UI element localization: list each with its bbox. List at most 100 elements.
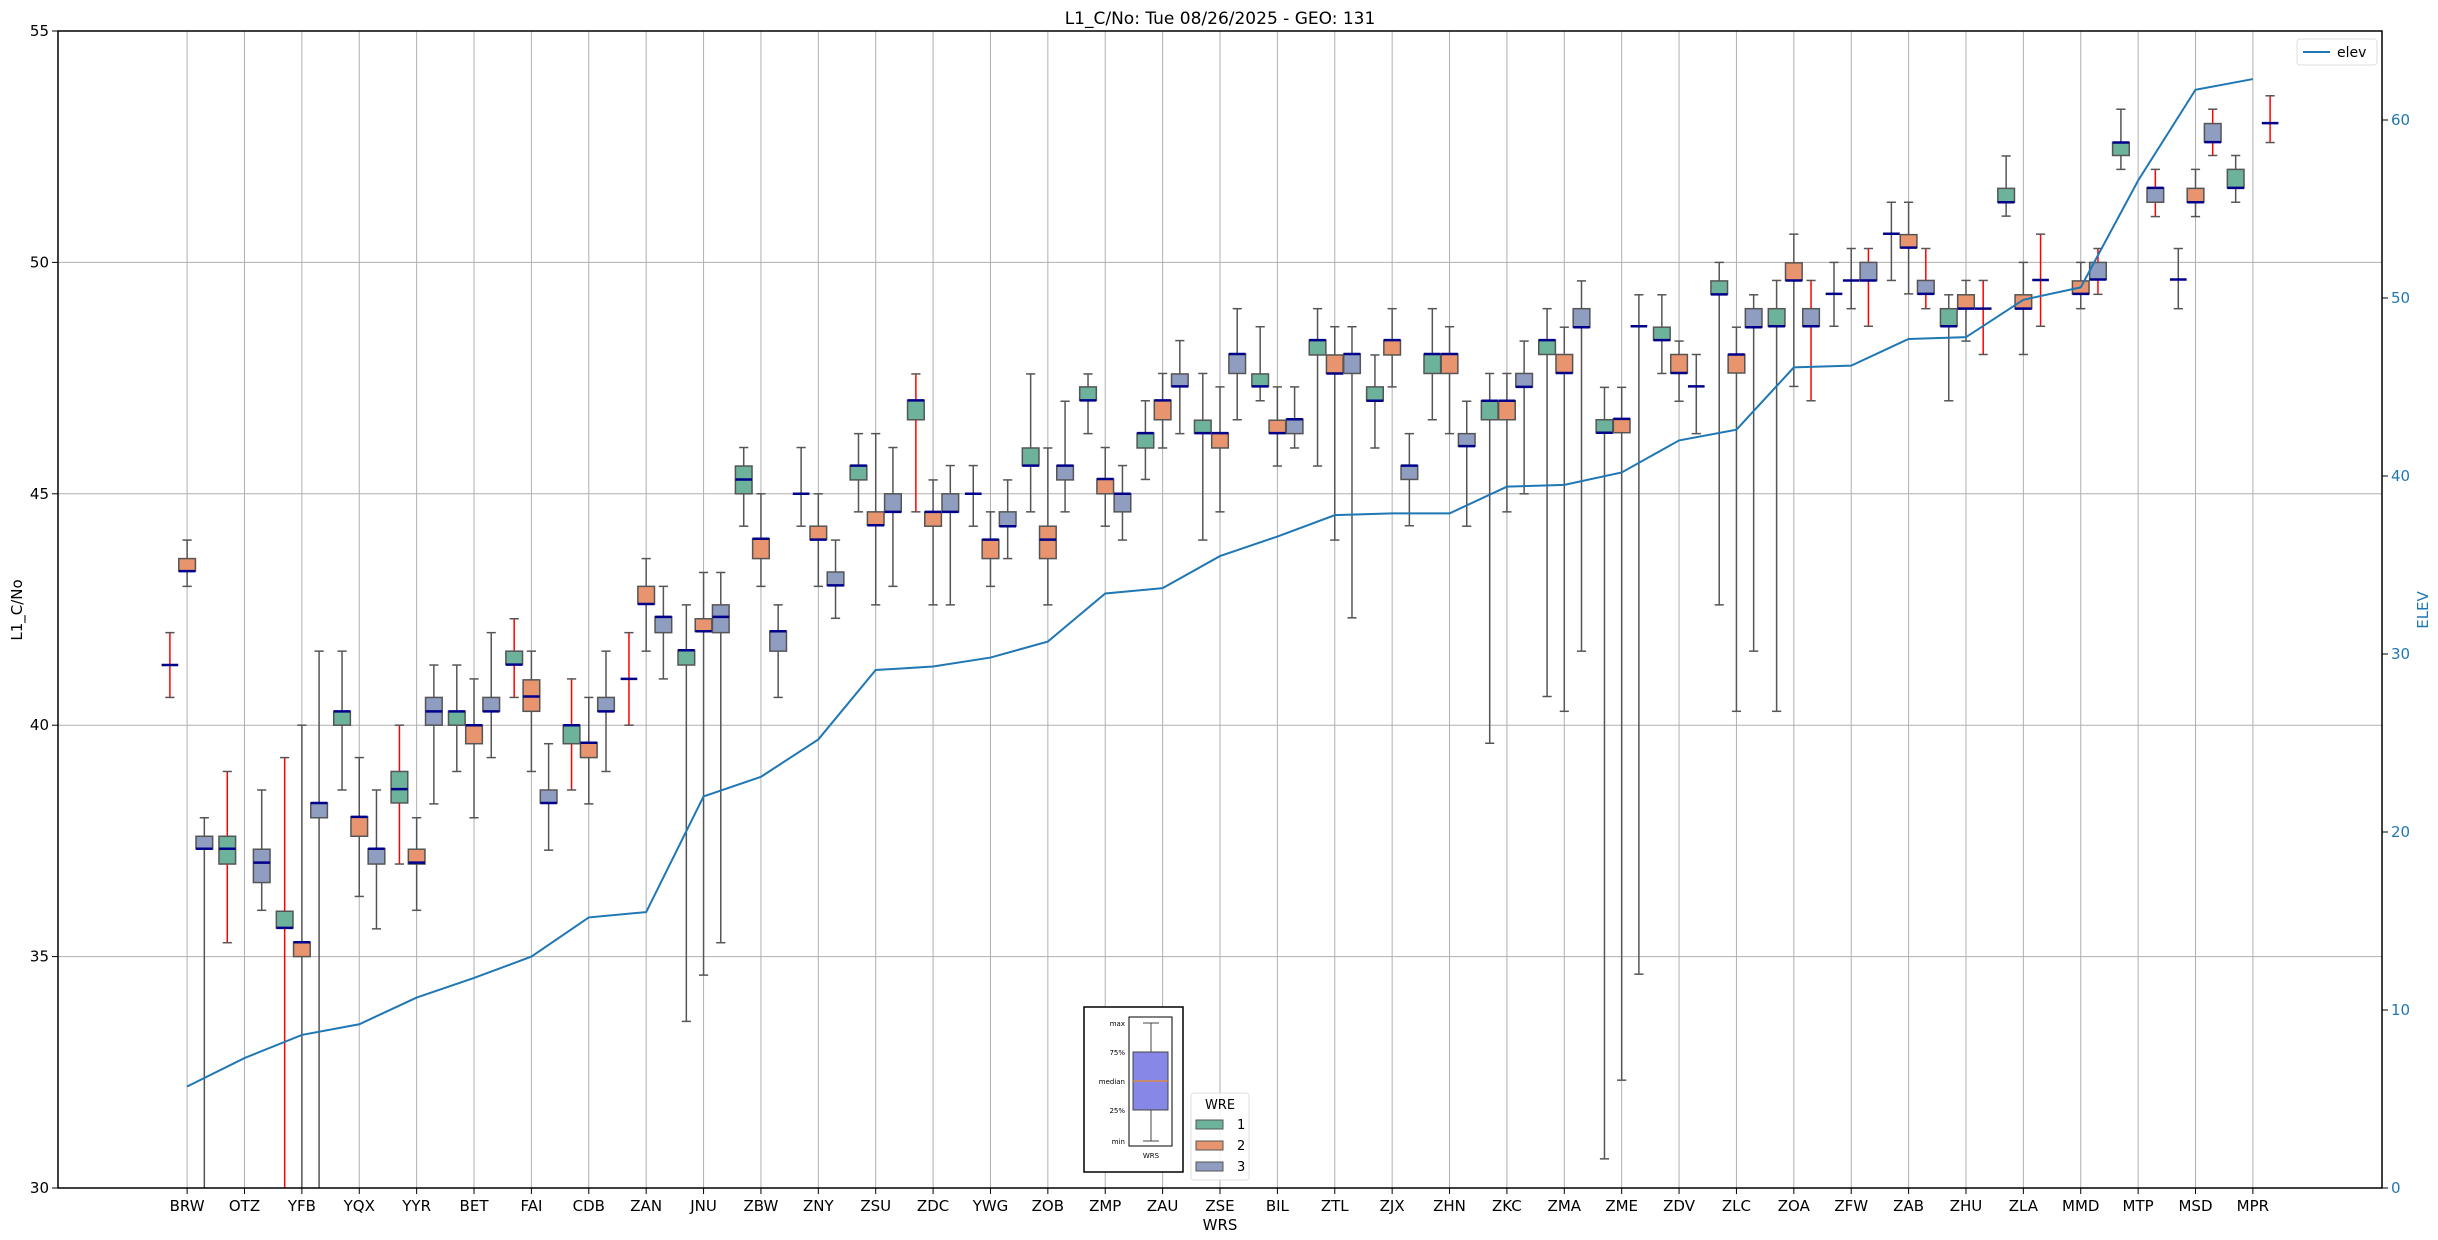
wre-legend-frame [1190, 1092, 1250, 1181]
box-zfw-wre3 [1859, 247, 1878, 328]
x-tick-label-yqx: YQX [343, 1197, 375, 1215]
iqr-box [1153, 399, 1172, 421]
box-zsu-wre2 [866, 432, 885, 606]
iqr-box [1916, 279, 1935, 295]
box-zme-wre3 [1630, 294, 1648, 975]
box-zmp-wre2 [1096, 446, 1115, 527]
x-tick-label-zny: ZNY [803, 1197, 834, 1215]
box-yfb-wre1 [275, 756, 294, 1188]
wre-legend-swatch-2 [1195, 1140, 1224, 1151]
iqr-box [1652, 326, 1671, 341]
box-zkc-wre3 [1515, 340, 1534, 495]
box-zbw-wre3 [769, 604, 788, 699]
elev-series [186, 78, 2254, 1088]
wre-legend-title: WRE [1205, 1098, 1235, 1113]
iqr-box [367, 848, 386, 865]
box-bet-wre1 [447, 664, 466, 773]
box-zob-wre1 [1021, 373, 1040, 513]
box-zny-wre1 [792, 446, 810, 527]
box-zhu-wre1 [1939, 294, 1958, 402]
box-series [161, 95, 2279, 1188]
x-tick-label-zhn: ZHN [1433, 1197, 1466, 1215]
box-brw-wre2 [178, 539, 197, 588]
x-tick-label-mmd: MMD [2062, 1197, 2099, 1215]
box-yqx-wre1 [332, 650, 352, 791]
box-zny-wre2 [809, 493, 828, 588]
iqr-box [2014, 294, 2033, 310]
iqr-box [292, 941, 311, 958]
box-zau-wre3 [1170, 339, 1189, 435]
iqr-box [579, 742, 598, 759]
box-fai-wre1 [505, 618, 524, 699]
box-ztl-wre3 [1342, 325, 1362, 619]
box-zob-wre2 [1038, 447, 1057, 606]
box-zbw-wre1 [734, 446, 753, 527]
x-tick-label-zse: ZSE [1205, 1197, 1234, 1215]
box-zse-wre1 [1193, 372, 1212, 541]
box-ztl-wre1 [1308, 307, 1327, 467]
box-msd-wre2 [2186, 168, 2205, 218]
box-ywg-wre1 [964, 464, 982, 527]
box-jnu-wre1 [677, 604, 696, 1023]
box-zhn-wre1 [1423, 307, 1442, 421]
x-tick-label-zjx: ZJX [1380, 1197, 1405, 1215]
box-zdc-wre1 [906, 373, 925, 513]
iqr-box [1956, 294, 1976, 310]
iqr-box [1251, 373, 1270, 388]
iqr-box [1669, 353, 1689, 374]
y-tick-label: 35 [30, 948, 49, 966]
iqr-box [505, 650, 524, 666]
box-cdb-wre1 [562, 678, 581, 791]
iqr-box [178, 557, 197, 572]
box-zma-wre2 [1555, 326, 1574, 713]
iqr-box [1572, 307, 1591, 328]
iqr-box [677, 649, 696, 666]
x-tick-label-zoa: ZOA [1778, 1197, 1811, 1215]
y-tick-label: 50 [30, 253, 49, 271]
x-tick-label-zma: ZMA [1548, 1197, 1582, 1215]
inset-label-max: max [1110, 1020, 1125, 1028]
inset-label-min: min [1112, 1138, 1125, 1146]
iqr-box [1365, 386, 1385, 402]
box-zla-wre2 [2014, 261, 2033, 356]
iqr-box [849, 464, 868, 481]
box-otz-wre1 [218, 770, 237, 944]
y2-tick-label: 20 [2391, 823, 2410, 841]
box-zdv-wre1 [1652, 294, 1671, 375]
x-tick-label-cdb: CDB [573, 1197, 605, 1215]
iqr-box [1400, 464, 1419, 481]
iqr-box [1096, 478, 1115, 495]
box-zma-wre3 [1572, 280, 1591, 652]
inset-label-median: median [1099, 1078, 1125, 1086]
box-zmp-wre1 [1078, 373, 1098, 435]
iqr-box [1744, 307, 1763, 328]
iqr-box [1859, 261, 1878, 282]
y2-tick-label: 50 [2391, 289, 2410, 307]
elev-legend-label: elev [2337, 45, 2366, 61]
iqr-box [826, 571, 845, 587]
iqr-box [464, 724, 484, 745]
x-tick-label-zkc: ZKC [1492, 1197, 1522, 1215]
box-zan-wre1 [620, 631, 638, 726]
x-tick-label-zau: ZAU [1147, 1197, 1179, 1215]
box-yqx-wre3 [367, 789, 386, 930]
iqr-box [195, 835, 214, 850]
iqr-box [1480, 400, 1499, 421]
box-zdc-wre2 [924, 479, 943, 606]
box-ywg-wre3 [998, 479, 1017, 560]
box-zdv-wre2 [1669, 340, 1689, 402]
iqr-box [332, 710, 352, 726]
iqr-box [1767, 307, 1786, 328]
wre-legend-label-2: 2 [1237, 1139, 1245, 1154]
iqr-box [924, 511, 943, 527]
box-zau-wre2 [1153, 372, 1172, 449]
iqr-box [694, 618, 713, 633]
box-zab-wre3 [1916, 247, 1935, 310]
box-zla-wre3 [2032, 233, 2049, 328]
box-brw-wre3 [195, 817, 214, 1188]
x-tick-label-bet: BET [460, 1197, 490, 1215]
iqr-box [1193, 419, 1212, 434]
box-zjx-wre1 [1365, 354, 1385, 449]
wre-legend-label-1: 1 [1237, 1118, 1245, 1133]
y-tick-label: 40 [30, 716, 49, 734]
